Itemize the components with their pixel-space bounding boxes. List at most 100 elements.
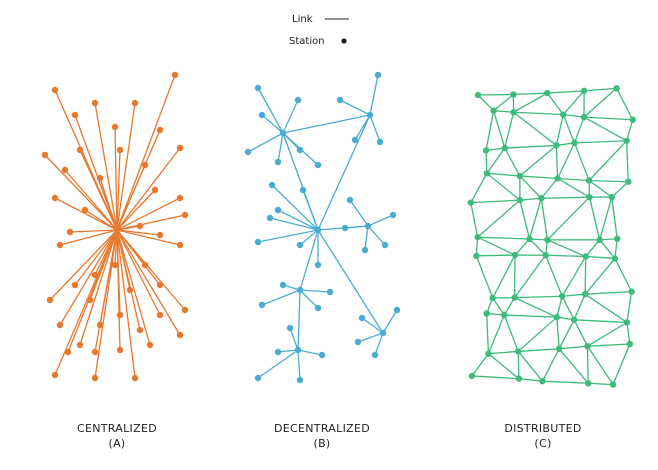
station <box>361 246 369 254</box>
station <box>374 71 382 79</box>
station <box>358 314 366 322</box>
link <box>573 293 586 321</box>
link <box>555 114 564 146</box>
station <box>526 235 533 243</box>
station <box>176 194 184 202</box>
station <box>581 290 589 298</box>
link <box>513 111 564 116</box>
station <box>254 374 262 382</box>
link <box>517 316 558 352</box>
link <box>269 217 319 231</box>
link <box>513 111 557 146</box>
link <box>369 74 379 116</box>
station <box>314 261 322 269</box>
link <box>261 114 284 134</box>
link <box>116 102 136 231</box>
link <box>486 172 520 177</box>
station <box>516 172 524 180</box>
link <box>583 87 617 118</box>
link <box>504 144 557 149</box>
link <box>545 254 586 258</box>
link <box>364 225 369 251</box>
link <box>546 92 564 115</box>
link <box>545 255 563 297</box>
station <box>296 241 304 249</box>
station <box>296 286 304 294</box>
link <box>513 92 548 113</box>
station <box>580 87 588 95</box>
link <box>470 202 479 238</box>
station <box>126 286 134 294</box>
link <box>488 350 519 355</box>
station <box>366 111 374 119</box>
station <box>116 146 124 154</box>
station <box>156 311 164 319</box>
station <box>515 348 522 355</box>
link <box>557 177 590 182</box>
link <box>116 229 181 246</box>
link <box>573 319 589 347</box>
station <box>314 304 322 312</box>
link <box>547 239 586 258</box>
link <box>559 345 588 350</box>
station <box>501 311 508 319</box>
station <box>71 281 79 289</box>
link <box>282 99 299 134</box>
link <box>583 116 633 121</box>
link <box>116 229 151 346</box>
station <box>86 296 94 304</box>
link <box>599 196 613 241</box>
link <box>94 229 118 379</box>
link <box>116 229 161 236</box>
link <box>369 114 381 143</box>
link <box>486 172 521 201</box>
station <box>582 253 589 260</box>
station <box>553 142 560 149</box>
link <box>518 377 543 382</box>
station <box>389 211 397 219</box>
link <box>514 238 530 256</box>
link <box>573 116 585 144</box>
station <box>489 294 496 302</box>
station <box>136 326 144 334</box>
link <box>540 198 549 240</box>
station <box>539 377 546 385</box>
link <box>69 229 118 233</box>
link <box>556 142 576 179</box>
link <box>514 254 547 299</box>
station <box>585 380 592 387</box>
station <box>628 288 635 295</box>
station <box>482 147 490 154</box>
link <box>116 229 121 351</box>
link <box>519 144 557 177</box>
station <box>61 166 69 174</box>
link <box>503 297 516 316</box>
station <box>279 281 287 289</box>
link <box>470 199 520 204</box>
station <box>483 170 491 177</box>
link <box>49 229 118 301</box>
link <box>475 255 494 299</box>
link <box>247 132 284 153</box>
station <box>111 123 119 131</box>
station <box>473 252 480 260</box>
station <box>474 233 481 241</box>
link <box>561 295 575 321</box>
legend-link: Link <box>292 14 313 25</box>
station <box>294 96 302 104</box>
station <box>279 129 287 137</box>
station <box>51 371 59 379</box>
link <box>59 229 118 326</box>
network-letter: (C) <box>534 437 551 450</box>
station <box>393 306 401 314</box>
link <box>289 327 299 351</box>
link <box>277 209 319 231</box>
link <box>625 119 634 141</box>
station <box>254 84 262 92</box>
link <box>297 349 323 356</box>
station <box>244 148 252 156</box>
link <box>584 258 616 295</box>
station <box>176 331 184 339</box>
station <box>623 137 630 144</box>
link <box>587 321 628 347</box>
